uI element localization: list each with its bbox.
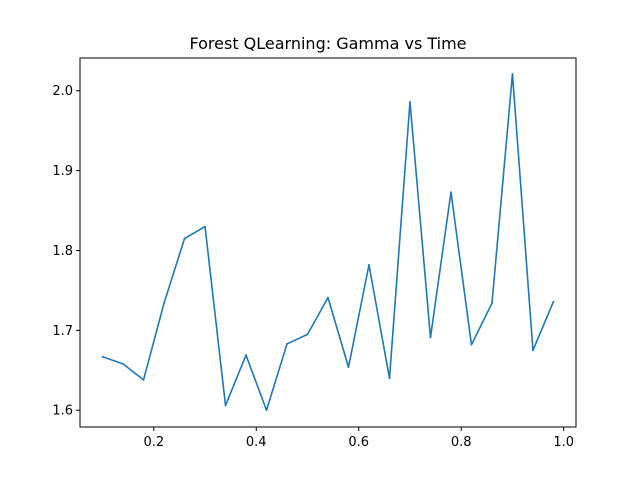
data-point <box>101 355 104 358</box>
plot-lines <box>101 73 555 412</box>
data-point <box>532 349 534 352</box>
data-point <box>245 354 247 357</box>
data-point <box>450 191 452 194</box>
data-point <box>491 302 493 305</box>
data-point <box>409 101 411 103</box>
chart-title: Forest QLearning: Gamma vs Time <box>189 34 466 53</box>
data-point <box>122 363 124 365</box>
x-tick-label: 1.0 <box>553 435 574 450</box>
data-point <box>265 409 268 412</box>
y-tick-label: 2.0 <box>52 84 73 99</box>
data-point <box>368 263 370 266</box>
data-point <box>163 302 165 305</box>
y-tick-label: 1.7 <box>52 324 73 339</box>
data-point <box>388 377 391 380</box>
data-point <box>306 333 309 336</box>
x-tick-label: 0.6 <box>348 435 369 450</box>
data-point <box>552 300 555 303</box>
data-point <box>429 336 432 339</box>
data-point <box>224 404 227 407</box>
x-tick-label: 0.2 <box>143 435 164 450</box>
plot-frame <box>79 57 577 428</box>
data-point <box>204 225 206 228</box>
x-tick-label: 0.8 <box>451 435 472 450</box>
data-point <box>286 343 288 345</box>
y-tick-label: 1.9 <box>52 164 73 179</box>
y-tick-label: 1.8 <box>52 244 73 259</box>
data-point <box>347 366 350 368</box>
data-point <box>470 343 473 346</box>
x-axis: 0.2 0.4 0.6 0.8 1.0 <box>143 427 574 450</box>
series-line <box>102 73 555 412</box>
x-tick-label: 0.4 <box>246 435 267 450</box>
data-point <box>511 73 514 75</box>
y-tick-label: 1.6 <box>52 404 73 419</box>
data-point <box>183 237 186 240</box>
y-axis: 1.6 1.7 1.8 1.9 2.0 <box>52 84 80 419</box>
data-point <box>142 378 145 381</box>
data-point <box>327 296 329 299</box>
